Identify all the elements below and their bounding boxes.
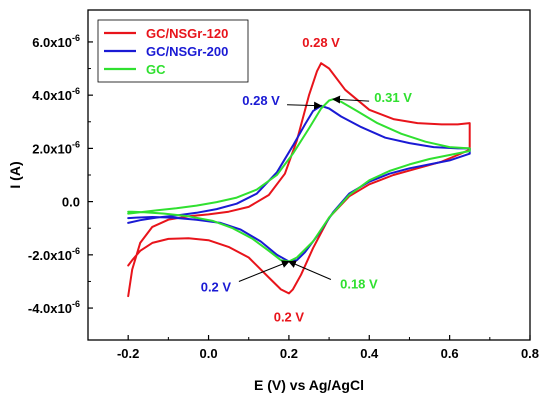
x-tick-label: 0.0 bbox=[200, 346, 218, 361]
y-tick-base: 6.0x10 bbox=[32, 35, 72, 50]
legend-label-gc-nsgr-200: GC/NSGr-200 bbox=[146, 44, 228, 59]
y-tick-base: 0.0 bbox=[62, 195, 80, 210]
y-tick-exponent: -6 bbox=[72, 139, 80, 149]
x-tick-label: 0.6 bbox=[441, 346, 459, 361]
peak-annotation: 0.2 V bbox=[274, 309, 305, 324]
annotation-arrow bbox=[332, 95, 370, 104]
annotation-arrow bbox=[287, 101, 323, 110]
y-tick-exponent: -6 bbox=[72, 33, 80, 43]
series-line-gc bbox=[127, 98, 471, 263]
annotation-arrow bbox=[238, 260, 290, 282]
peak-annotation: 0.2 V bbox=[201, 279, 232, 294]
y-tick-label: -4.0x10-6 bbox=[28, 299, 80, 316]
peak-annotation: 0.18 V bbox=[340, 276, 378, 291]
x-tick-label: 0.8 bbox=[521, 346, 539, 361]
peak-annotation: 0.31 V bbox=[374, 90, 412, 105]
y-tick-exponent: -6 bbox=[72, 86, 80, 96]
legend-label-gc-nsgr-120: GC/NSGr-120 bbox=[146, 26, 228, 41]
y-tick-exponent: -6 bbox=[72, 299, 80, 309]
x-tick-label: 0.4 bbox=[360, 346, 379, 361]
y-tick-exponent: -6 bbox=[72, 246, 80, 256]
y-tick-base: 4.0x10 bbox=[32, 88, 72, 103]
y-tick-label: 4.0x10-6 bbox=[32, 86, 80, 103]
legend-label-gc: GC bbox=[146, 62, 166, 77]
annotation-arrow bbox=[287, 260, 332, 280]
series-line-gc-nsgr-120 bbox=[127, 62, 471, 298]
series-layer bbox=[127, 62, 471, 298]
x-axis: -0.2 0.0 0.2 0.4 0.6 0.8 bbox=[87, 335, 539, 361]
x-tick-label: 0.2 bbox=[280, 346, 298, 361]
y-tick-label: 0.0 bbox=[62, 195, 80, 210]
y-axis-label: I (A) bbox=[7, 161, 23, 188]
peak-annotation: 0.28 V bbox=[242, 93, 280, 108]
y-tick-base: 2.0x10 bbox=[32, 141, 72, 156]
y-tick-label: 6.0x10-6 bbox=[32, 33, 80, 50]
peak-annotation: 0.28 V bbox=[302, 35, 340, 50]
y-tick-base: -4.0x10 bbox=[28, 301, 72, 316]
y-tick-base: -2.0x10 bbox=[28, 248, 72, 263]
y-axis: -4.0x10-6-2.0x10-60.02.0x10-64.0x10-66.0… bbox=[28, 33, 93, 316]
y-tick-label: -2.0x10-6 bbox=[28, 246, 80, 263]
annotation-layer: 0.28 V 0.28 V 0.31 V 0.2 V 0.18 V 0.2 V bbox=[201, 35, 412, 324]
x-axis-label: E (V) vs Ag/AgCl bbox=[254, 377, 364, 393]
y-tick-label: 2.0x10-6 bbox=[32, 139, 80, 156]
legend: GC/NSGr-120 GC/NSGr-200 GC bbox=[97, 19, 249, 83]
x-tick-label: -0.2 bbox=[117, 346, 139, 361]
